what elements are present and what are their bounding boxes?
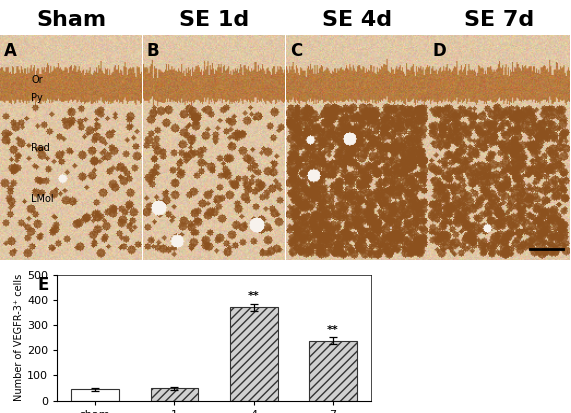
Bar <box>71 389 119 401</box>
Text: A: A <box>4 42 17 60</box>
Y-axis label: Number of VEGFR-3⁺ cells: Number of VEGFR-3⁺ cells <box>14 274 24 401</box>
Text: SE 4d: SE 4d <box>322 10 392 30</box>
Text: LMol: LMol <box>31 195 54 204</box>
Bar <box>230 307 278 401</box>
Text: SE 7d: SE 7d <box>464 10 535 30</box>
Text: E: E <box>38 276 49 294</box>
Text: **: ** <box>327 325 339 335</box>
Text: Py: Py <box>31 93 43 103</box>
Text: Rad: Rad <box>31 142 50 153</box>
Bar <box>151 388 198 401</box>
Text: SE 1d: SE 1d <box>179 10 250 30</box>
Bar <box>309 341 357 401</box>
Text: D: D <box>432 42 447 60</box>
Text: Sham: Sham <box>37 10 106 30</box>
Text: C: C <box>289 42 302 60</box>
Text: **: ** <box>248 291 260 301</box>
Text: Or: Or <box>31 75 43 85</box>
Text: B: B <box>147 42 160 60</box>
